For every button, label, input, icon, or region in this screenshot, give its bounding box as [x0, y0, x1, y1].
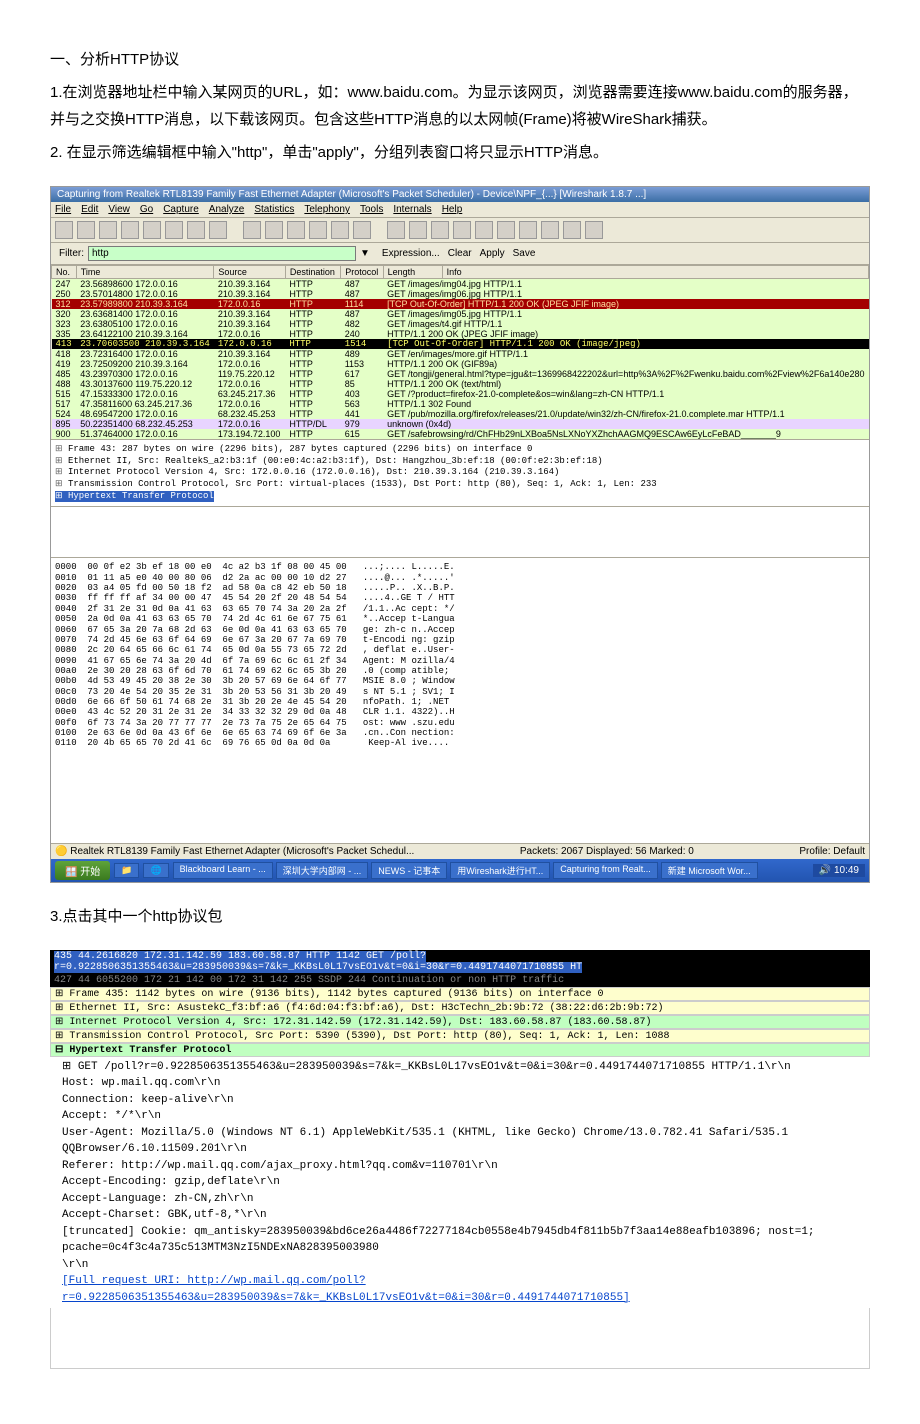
packet-row[interactable]: 32023.63681400 172.0.0.16210.39.3.164HTT…	[52, 309, 869, 319]
menu-tools[interactable]: Tools	[360, 204, 383, 215]
window-titlebar: Capturing from Realtek RTL8139 Family Fa…	[51, 187, 869, 202]
packet-list[interactable]: No.TimeSourceDestinationProtocolLengthIn…	[51, 265, 869, 439]
http-line: Referer: http://wp.mail.qq.com/ajax_prox…	[62, 1158, 858, 1175]
http-line: Accept-Language: zh-CN,zh\r\n	[62, 1191, 858, 1208]
http-line: User-Agent: Mozilla/5.0 (Windows NT 6.1)…	[62, 1125, 858, 1158]
full-request-uri-link[interactable]: [Full request URI: http://wp.mail.qq.com…	[62, 1275, 630, 1304]
packet-details-tree[interactable]: Frame 43: 287 bytes on wire (2296 bits),…	[51, 439, 869, 506]
column-header[interactable]: Time	[76, 266, 214, 279]
packet-row[interactable]: 25023.57014800 172.0.0.16210.39.3.164HTT…	[52, 289, 869, 299]
filter-input[interactable]	[88, 246, 356, 261]
menu-edit[interactable]: Edit	[81, 204, 98, 215]
http-line: Accept: */*\r\n	[62, 1108, 858, 1125]
menu-telephony[interactable]: Telephony	[304, 204, 350, 215]
http-line: Accept-Charset: GBK,utf-8,*\r\n	[62, 1207, 858, 1224]
tree-tcp[interactable]: ⊞ Transmission Control Protocol, Src Por…	[50, 1029, 870, 1043]
packet-row[interactable]: 41823.72316400 172.0.0.16210.39.3.164HTT…	[52, 349, 869, 359]
column-header[interactable]: Length	[383, 266, 442, 279]
taskbar-task[interactable]: 用Wireshark进行HT...	[450, 862, 550, 879]
packet-row[interactable]: 33523.64122100 210.39.3.164172.0.0.16HTT…	[52, 329, 869, 339]
para-3: 3.点击其中一个http协议包	[50, 903, 870, 930]
system-tray[interactable]: 🔊 10:49	[813, 864, 865, 877]
menu-internals[interactable]: Internals	[393, 204, 431, 215]
toolbar[interactable]	[51, 218, 869, 243]
taskbar-task[interactable]: 深圳大学内部网 - ...	[276, 862, 369, 879]
tree-node[interactable]: Internet Protocol Version 4, Src: 172.0.…	[55, 467, 865, 479]
column-header[interactable]: Source	[214, 266, 286, 279]
packet-row[interactable]: 48543.23970300 172.0.0.16119.75.220.12HT…	[52, 369, 869, 379]
menu-view[interactable]: View	[108, 204, 130, 215]
packet-row[interactable]: 90051.37464000 172.0.0.16173.194.72.100H…	[52, 429, 869, 439]
menu-file[interactable]: File	[55, 204, 71, 215]
http-line: \r\n	[62, 1257, 858, 1274]
packet-row[interactable]: 51547.15333300 172.0.0.1663.245.217.36HT…	[52, 389, 869, 399]
menubar[interactable]: File Edit View Go Capture Analyze Statistics Te…	[51, 202, 869, 218]
packet-row-selected[interactable]: 435 44.2616820 172.31.142.59 183.60.58.8…	[50, 950, 870, 974]
tree-node[interactable]: Frame 43: 287 bytes on wire (2296 bits),…	[55, 444, 865, 456]
packet-row[interactable]: 41923.72509200 210.39.3.164172.0.0.16HTT…	[52, 359, 869, 369]
status-bar: 🟡 Realtek RTL8139 Family Fast Ethernet A…	[51, 843, 869, 859]
tree-node[interactable]: Ethernet II, Src: RealtekS_a2:b3:1f (00:…	[55, 456, 865, 468]
tree-node[interactable]: Transmission Control Protocol, Src Port:…	[55, 479, 865, 491]
packet-row[interactable]: 31223.57989800 210.39.3.164172.0.0.16HTT…	[52, 299, 869, 309]
menu-analyze[interactable]: Analyze	[209, 204, 245, 215]
packet-bytes-hex: 0000 00 0f e2 3b ef 18 00 e0 4c a2 b3 1f…	[51, 557, 869, 752]
filter-bar: Filter: ▼ Expression...ClearApplySave	[51, 243, 869, 265]
filter-btn[interactable]: Expression...	[382, 248, 440, 259]
tree-ethernet[interactable]: ⊞ Ethernet II, Src: AsustekC_f3:bf:a6 (f…	[50, 1001, 870, 1015]
packet-row[interactable]: 51747.35811600 63.245.217.36172.0.0.16HT…	[52, 399, 869, 409]
tree-ip[interactable]: ⊞ Internet Protocol Version 4, Src: 172.…	[50, 1015, 870, 1029]
windows-taskbar[interactable]: 🪟 开始 📁🌐 Blackboard Learn - ...深圳大学内部网 - …	[51, 859, 869, 882]
filter-btn[interactable]: Save	[513, 248, 536, 259]
filter-btn[interactable]: Clear	[448, 248, 472, 259]
column-header[interactable]: No.	[52, 266, 77, 279]
menu-capture[interactable]: Capture	[163, 204, 199, 215]
taskbar-task[interactable]: Capturing from Realt...	[553, 862, 658, 879]
menu-statistics[interactable]: Statistics	[254, 204, 294, 215]
packet-row[interactable]: 89550.22351400 68.232.45.253172.0.0.16HT…	[52, 419, 869, 429]
tree-http[interactable]: ⊟ Hypertext Transfer Protocol	[50, 1043, 870, 1057]
http-line: Accept-Encoding: gzip,deflate\r\n	[62, 1174, 858, 1191]
packet-row[interactable]: 48843.30137600 119.75.220.12172.0.0.16HT…	[52, 379, 869, 389]
http-line: Host: wp.mail.qq.com\r\n	[62, 1075, 858, 1092]
menu-go[interactable]: Go	[140, 204, 153, 215]
column-header[interactable]: Info	[442, 266, 868, 279]
packet-row[interactable]: 41323.70603500 210.39.3.164172.0.0.16HTT…	[52, 339, 869, 349]
menu-help[interactable]: Help	[442, 204, 463, 215]
taskbar-task[interactable]: NEWS - 记事本	[371, 862, 447, 879]
column-header[interactable]: Protocol	[341, 266, 383, 279]
filter-label: Filter:	[59, 248, 84, 259]
http-details: ⊞ GET /poll?r=0.9228506351355463&u=28395…	[50, 1057, 870, 1309]
http-line: Connection: keep-alive\r\n	[62, 1092, 858, 1109]
wireshark-screenshot-1: Capturing from Realtek RTL8139 Family Fa…	[50, 186, 870, 883]
wireshark-screenshot-2: 435 44.2616820 172.31.142.59 183.60.58.8…	[50, 950, 870, 1370]
http-line: [truncated] Cookie: qm_antisky=283950039…	[62, 1224, 858, 1257]
packet-row[interactable]: 32323.63805100 172.0.0.16210.39.3.164HTT…	[52, 319, 869, 329]
packet-row: 427 44 6055200 172 21 142 00 172 31 142 …	[50, 974, 870, 987]
filter-btn[interactable]: Apply	[480, 248, 505, 259]
para-2: 2. 在显示筛选编辑框中输入"http"，单击"apply"，分组列表窗口将只显…	[50, 139, 870, 166]
taskbar-task[interactable]: 新建 Microsoft Wor...	[661, 862, 758, 879]
column-header[interactable]: Destination	[285, 266, 340, 279]
tree-frame[interactable]: ⊞ Frame 435: 1142 bytes on wire (9136 bi…	[50, 987, 870, 1001]
packet-row[interactable]: 24723.56898600 172.0.0.16210.39.3.164HTT…	[52, 279, 869, 290]
tree-node-selected[interactable]: ⊞ Hypertext Transfer Protocol	[55, 491, 865, 503]
para-1: 1.在浏览器地址栏中输入某网页的URL，如：www.baidu.com。为显示该…	[50, 79, 870, 133]
http-line: ⊞ GET /poll?r=0.9228506351355463&u=28395…	[62, 1059, 858, 1076]
taskbar-task[interactable]: Blackboard Learn - ...	[173, 862, 273, 879]
start-button[interactable]: 🪟 开始	[55, 861, 110, 880]
packet-row[interactable]: 52448.69547200 172.0.0.1668.232.45.253HT…	[52, 409, 869, 419]
heading: 一、分析HTTP协议	[50, 46, 870, 73]
